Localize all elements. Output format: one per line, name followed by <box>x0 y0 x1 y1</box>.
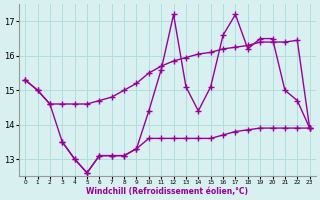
X-axis label: Windchill (Refroidissement éolien,°C): Windchill (Refroidissement éolien,°C) <box>86 187 248 196</box>
